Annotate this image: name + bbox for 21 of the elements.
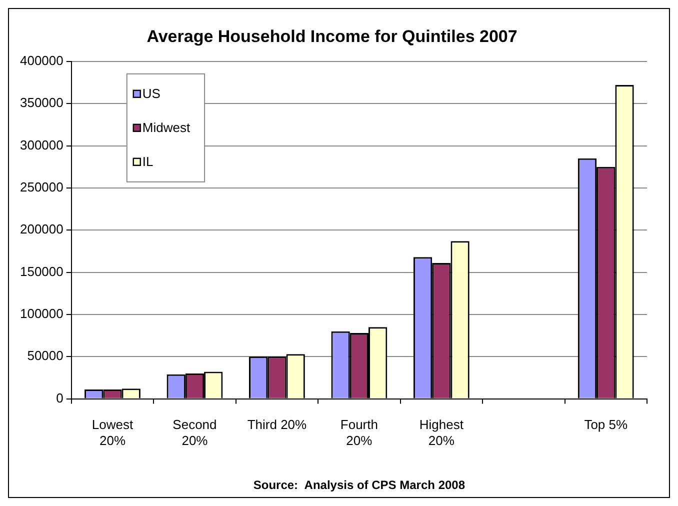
y-tick-label: 300000 <box>20 137 64 152</box>
legend-label: US <box>142 86 161 101</box>
x-tick-label: Top 5% <box>584 417 628 432</box>
y-tick-label: 400000 <box>20 52 64 68</box>
frame: Average Household Income for Quintiles 2007 Lowest 20% Second 20% Third 20% Fourth 20% Highest 20% Top 5% 0 50000 100000 150000 200000 250000 300000 350000 400000 US Midwest IL Source: Analysis of CPS March 2008 <box>8 8 670 498</box>
y-tick-label: 250000 <box>20 180 64 195</box>
y-tick-label: 100000 <box>20 306 64 322</box>
chart-title: Average Household Income for Quintiles 2007 <box>146 26 518 46</box>
x-tick-label: Highest 20% <box>419 417 464 448</box>
legend-label: Midwest <box>142 120 190 135</box>
source-note: Source: Analysis of CPS March 2008 <box>253 478 466 492</box>
y-tick-label: 350000 <box>20 95 64 110</box>
x-tick-label: Fourth 20% <box>340 417 378 448</box>
y-tick-label: 200000 <box>20 222 64 237</box>
y-tick-label: 150000 <box>20 264 64 279</box>
x-tick-label: Second 20% <box>172 417 217 448</box>
y-tick-label: 50000 <box>27 348 64 364</box>
y-tick-label: 0 <box>56 390 64 406</box>
x-tick-label: Lowest 20% <box>92 417 134 448</box>
legend-label: IL <box>142 154 154 169</box>
x-tick-label: Third 20% <box>247 417 308 432</box>
